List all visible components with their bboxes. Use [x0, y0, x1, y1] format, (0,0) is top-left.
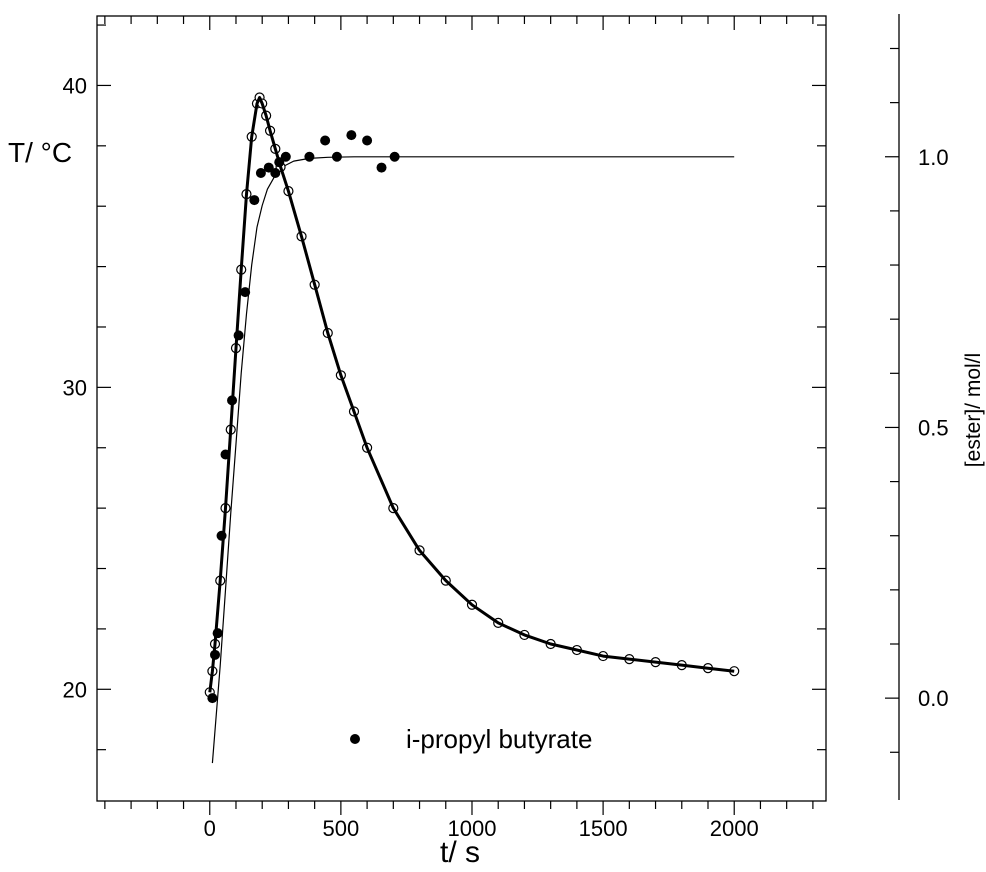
filled-circle-point: [389, 151, 400, 162]
x-tick-label: 2000: [710, 816, 759, 841]
filled-circle-point: [216, 530, 227, 541]
filled-circle-point: [362, 135, 373, 146]
legend-marker: [350, 734, 360, 744]
filled-circle-point: [220, 449, 231, 460]
filled-circle-point: [210, 649, 221, 660]
filled-circle-point: [249, 195, 260, 206]
filled-circle-point: [240, 287, 251, 298]
filled-circle-point: [320, 135, 331, 146]
filled-circle-point: [255, 168, 266, 178]
filled-circle-point: [227, 395, 238, 406]
x-tick-label: 1000: [448, 816, 497, 841]
y-left-tick-label: 30: [63, 375, 87, 400]
y-left-tick-label: 20: [63, 677, 87, 702]
legend-label: i-propyl butyrate: [406, 724, 592, 754]
tick-labels: 0 500 1000 1500 2000 20 30 40 0.0 0.5 1.0: [63, 73, 949, 841]
filled-circle-point: [212, 628, 223, 639]
x-tick-label: 500: [323, 816, 360, 841]
y-left-tick-label: 40: [63, 73, 87, 98]
plot-frame: [96, 14, 900, 802]
filled-circle-point: [233, 330, 244, 341]
filled-circle-point: [331, 151, 342, 162]
y-axis-left-title: T/ °C: [8, 137, 72, 168]
y-axis-right-title: [ester]/ mol/l: [962, 353, 985, 467]
filled-circle-point: [346, 130, 357, 141]
series-layer: [204, 92, 740, 764]
x-tick-label: 0: [204, 816, 216, 841]
y-right-tick-label: 0.5: [918, 415, 949, 440]
plot-border: [96, 15, 827, 802]
filled-circle-point: [304, 151, 315, 162]
x-axis-title: t/ s: [440, 836, 480, 869]
filled-circle-point: [376, 162, 387, 173]
filled-circle-point: [270, 168, 281, 178]
y-right-tick-label: 0.0: [918, 686, 949, 711]
filled-circle-point: [207, 693, 218, 704]
x-tick-label: 1500: [579, 816, 628, 841]
y-axis-left-ticks: [97, 24, 826, 751]
legend: i-propyl butyrate: [350, 724, 592, 754]
y-right-tick-label: 1.0: [918, 145, 949, 170]
series-line: [211, 156, 735, 764]
series-line: [208, 96, 735, 693]
x-axis-ticks: [104, 16, 814, 815]
y-axis-right-ticks: [885, 47, 899, 753]
filled-circle-point: [280, 151, 291, 162]
